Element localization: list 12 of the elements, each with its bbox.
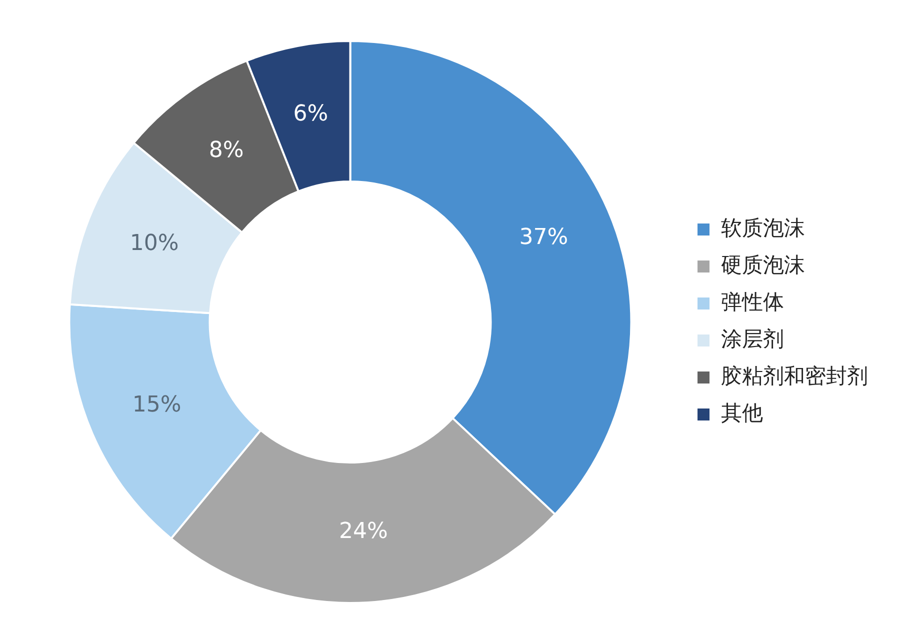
data-label: 10%: [130, 231, 179, 256]
data-label: 8%: [208, 138, 244, 164]
data-label: 15%: [132, 392, 182, 418]
legend-label: 其他: [721, 400, 763, 425]
legend-label: 硬质泡沫: [721, 252, 805, 277]
legend-label: 软质泡沫: [721, 216, 805, 240]
legend-label: 胶粘剂和密封剂: [721, 364, 868, 388]
data-label: 24%: [339, 519, 388, 544]
data-label: 6%: [293, 102, 328, 127]
legend-label: 弹性体: [721, 290, 784, 314]
data-label: 37%: [519, 225, 568, 250]
legend-label: 涂层剂: [721, 326, 784, 351]
